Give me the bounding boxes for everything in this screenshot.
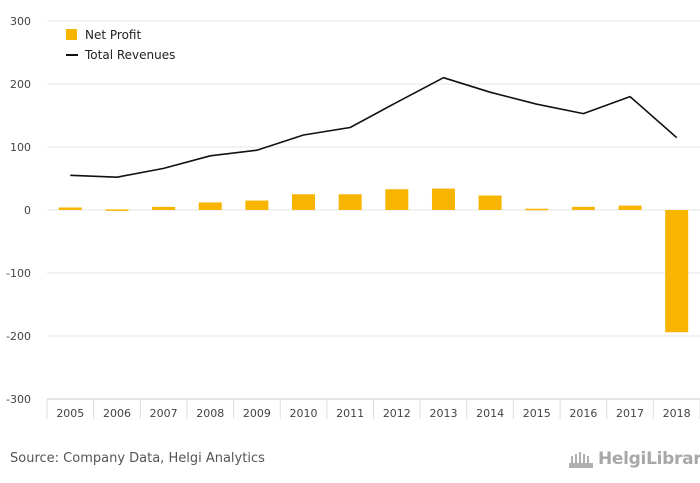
y-tick-label: 100	[10, 141, 31, 154]
net-profit-bar	[338, 194, 362, 210]
net-profit-bar	[571, 206, 595, 210]
brand-name: HelgiLibrary	[598, 449, 700, 469]
x-tick-label: 2015	[523, 407, 551, 420]
net-profit-bar	[618, 205, 642, 210]
net-profit-bar	[292, 194, 316, 210]
net-profit-bar	[245, 200, 269, 210]
legend-label-total-revenues: Total Revenues	[84, 48, 175, 62]
x-tick-label: 2007	[150, 407, 178, 420]
x-tick-label: 2012	[383, 407, 411, 420]
legend-label-net-profit: Net Profit	[85, 28, 141, 42]
net-profit-bar	[198, 202, 222, 210]
net-profit-bar	[525, 208, 549, 211]
x-tick-label: 2008	[196, 407, 224, 420]
net-profit-bar	[665, 210, 689, 333]
x-tick-label: 2014	[476, 407, 504, 420]
x-tick-label: 2011	[336, 407, 364, 420]
total-revenues-line	[70, 76, 678, 178]
x-axis: 2005 2006 2007 2008 2009 2010 2011 2012 2013 2014…	[46, 398, 700, 420]
y-tick-label: 200	[10, 78, 31, 91]
total-revenues-line-group	[70, 76, 678, 178]
x-tick-label: 2005	[56, 407, 84, 420]
x-tick-label: 2009	[243, 407, 271, 420]
net-profit-bar	[431, 188, 455, 210]
y-axis-ticks: 300 200 100 0 -100 -200 -300	[6, 15, 31, 406]
y-tick-label: 300	[10, 15, 31, 28]
net-profit-bars	[58, 188, 689, 333]
library-icon	[569, 452, 593, 468]
source-note: Source: Company Data, Helgi Analytics	[10, 451, 265, 466]
grid-lines	[47, 20, 700, 400]
y-tick-label: 0	[24, 204, 31, 217]
net-profit-bar	[478, 195, 502, 210]
x-tick-label: 2010	[290, 407, 318, 420]
brand-logo[interactable]: HelgiLibrary	[568, 449, 700, 469]
y-tick-label: -100	[6, 267, 31, 280]
legend: Net Profit Total Revenues	[66, 28, 175, 62]
y-tick-label: -200	[6, 330, 31, 343]
x-tick-label: 2016	[569, 407, 597, 420]
y-tick-label: -300	[6, 393, 31, 406]
net-profit-bar	[152, 206, 176, 210]
net-profit-bar	[105, 209, 129, 211]
x-tick-label: 2018	[663, 407, 691, 420]
x-tick-label: 2013	[429, 407, 457, 420]
x-tick-label: 2017	[616, 407, 644, 420]
net-profit-bar	[58, 207, 82, 210]
net-profit-bar	[385, 189, 409, 210]
x-tick-label: 2006	[103, 407, 131, 420]
legend-swatch-net-profit	[66, 29, 77, 40]
